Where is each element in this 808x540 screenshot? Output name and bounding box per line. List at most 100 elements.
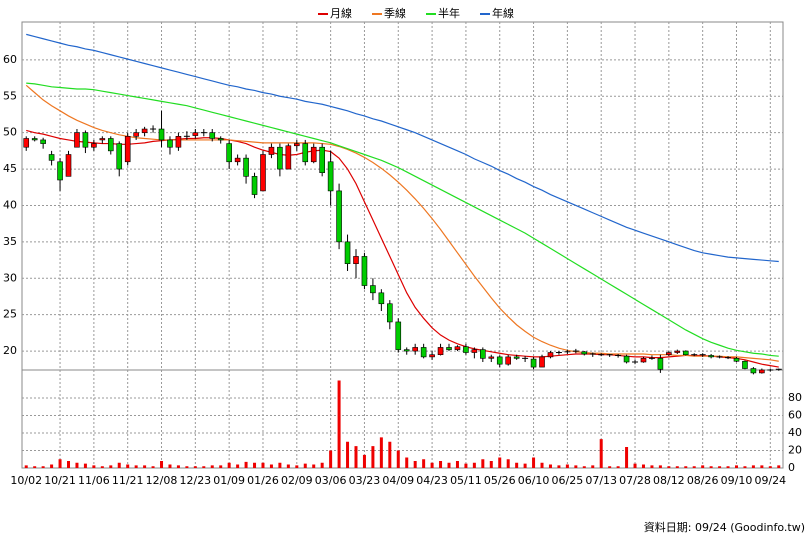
volume-bar [709,466,713,468]
x-tick-label: 06/25 [552,474,584,487]
volume-bar [591,465,595,468]
candle-body [353,256,359,265]
candle-body [107,138,114,152]
candle-body [513,356,520,359]
y-tick-label: 50 [3,126,17,139]
candle-body [344,241,351,265]
volume-bar [768,466,772,468]
candle-body [57,161,63,181]
volume-bar [641,464,645,468]
x-tick-label: 01/26 [247,474,279,487]
volume-bar [734,465,738,468]
volume-bar [447,462,451,468]
volume-bar [41,466,45,468]
volume-bar [346,441,350,468]
y2-tick-label: 80 [788,391,802,404]
volume-bar [278,462,282,468]
candle-body [759,369,765,374]
candle-body [99,138,106,141]
volume-bar [582,466,586,468]
volume-bar [413,461,417,468]
candle-body [623,355,630,363]
candle-body [657,358,664,370]
volume-bar [168,464,172,468]
x-tick-label: 08/12 [653,474,685,487]
x-tick-label: 12/08 [146,474,178,487]
candle-body [327,161,334,192]
candle-body [336,190,342,243]
volume-bar [253,462,257,468]
x-tick-label: 04/23 [416,474,448,487]
volume-bar [33,466,37,468]
candle-body [395,321,402,350]
volume-bar [608,466,612,468]
x-tick-label: 08/26 [687,474,719,487]
volume-bar [684,466,688,468]
volume-bar [692,466,696,468]
candle-body [82,132,89,148]
plot-frame [21,21,784,469]
volume-bar [422,459,426,468]
volume-bar [303,463,307,468]
candle-body [488,356,495,359]
volume-bar [134,465,138,468]
candle-body [243,157,249,177]
candle-body [530,358,537,368]
candle-body [65,154,72,177]
volume-bar [286,464,290,468]
volume-bar [675,466,679,468]
x-tick-label: 09/24 [754,474,786,487]
volume-bar [625,447,629,468]
volume-bar [489,461,493,468]
volume-bar [151,466,155,468]
y-tick-label: 35 [3,235,17,248]
volume-bar [24,465,28,468]
candle-body [209,132,216,139]
x-tick-label: 03/23 [349,474,381,487]
x-tick-label: 09/10 [721,474,753,487]
volume-bar [396,450,400,468]
legend-label: 年線 [492,6,514,20]
candle-body [226,143,232,163]
candle-body [361,256,368,286]
x-tick-label: 11/21 [112,474,144,487]
volume-bar [498,457,502,468]
ma-line [26,33,779,263]
y-tick-label: 30 [3,271,17,284]
volume-bar [117,462,121,468]
volume-bar [777,465,781,468]
candle-body [251,176,258,195]
candle-body [471,349,478,353]
x-tick-label: 07/28 [619,474,651,487]
candle-body [167,139,173,148]
volume-bar [50,464,54,468]
volume-bar [236,464,240,468]
candle-body [370,285,376,294]
volume-bar [92,465,96,468]
volume-bar [515,462,519,468]
candle-body [91,143,97,148]
volume-bar [143,465,147,468]
candle-body [708,355,714,358]
volume-bar [540,462,544,468]
legend-label: 半年 [438,6,460,20]
x-tick-label: 04/09 [382,474,414,487]
candle-body [742,360,748,369]
volume-bar [760,465,764,468]
volume-bar [439,461,443,468]
candle-body [420,347,427,358]
ma-line [26,129,779,368]
footnote: 資料日期: 09/24 (Goodinfo.tw) [644,520,805,534]
volume-bar [126,464,130,468]
volume-bar [532,457,536,468]
x-tick-label: 10/21 [44,474,76,487]
y2-tick-label: 20 [788,444,802,457]
volume-bar [751,465,755,468]
x-tick-label: 01/09 [213,474,245,487]
x-tick-label: 10/02 [10,474,42,487]
volume-bar [464,463,468,468]
legend-label: 月線 [330,6,352,20]
x-tick-label: 03/06 [315,474,347,487]
candle-body [141,128,148,133]
